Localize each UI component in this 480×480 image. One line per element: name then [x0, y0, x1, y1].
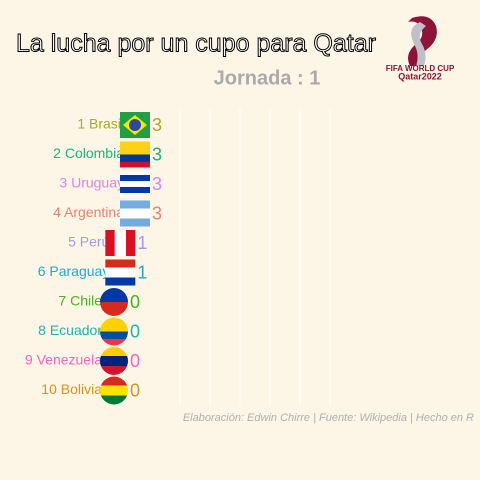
flag-stripe [100, 324, 128, 332]
chart-subtitle: Jornada : 1 [214, 67, 321, 89]
bar [120, 171, 150, 197]
caption: Elaboración: Edwin Chirre | Fuente: Wiki… [183, 412, 474, 424]
category-label: 3 Uruguay [59, 175, 124, 191]
flag-stripe [120, 154, 150, 163]
bar [105, 230, 136, 256]
flag-stripe [100, 376, 128, 386]
flag-stripe [105, 267, 136, 278]
value-label: 3 [152, 144, 162, 164]
category-label: 5 Perú [68, 234, 109, 250]
flag-stripe [120, 218, 150, 227]
bar [120, 141, 150, 168]
flag-stripe [100, 317, 128, 325]
flag-stripe [114, 230, 127, 256]
flag-stripe [100, 339, 128, 346]
chart-title: La lucha por un cupo para Qatar [16, 30, 376, 58]
flag-stripe [100, 331, 128, 340]
value-label: 0 [130, 380, 140, 400]
value-label: 1 [137, 233, 147, 253]
flag-stripe [100, 366, 128, 375]
category-label: 1 Brasil [77, 116, 124, 132]
flag-stripe [100, 356, 128, 367]
flag-stripe [120, 200, 150, 209]
flag-stripe [120, 187, 150, 194]
category-label: 4 Argentina [53, 204, 124, 220]
category-label: 2 Colombia [53, 145, 124, 161]
category-label: 6 Paraguay [38, 263, 110, 279]
flag-stripe [100, 385, 128, 396]
bar [100, 376, 128, 405]
category-label: 10 Bolivia [41, 381, 102, 397]
value-label: 3 [152, 115, 162, 135]
logo-text: Qatar2022 [398, 71, 442, 81]
flag-stripe [105, 277, 136, 286]
bar [100, 288, 128, 316]
value-label: 0 [130, 292, 140, 312]
flag-stripe [100, 302, 128, 316]
flag-stripe [120, 193, 150, 197]
flag-stripe [120, 171, 150, 176]
bar [100, 347, 128, 375]
flag-stripe [100, 347, 128, 357]
bar [105, 259, 136, 286]
logo [408, 16, 437, 66]
value-label: 1 [137, 262, 147, 282]
bar [120, 200, 150, 227]
flag-stripe [126, 230, 136, 256]
flag-stripe [120, 175, 150, 182]
value-label: 0 [130, 351, 140, 371]
flag-globe [129, 119, 141, 131]
bar [100, 317, 128, 346]
value-label: 3 [152, 174, 162, 194]
category-label: 7 Chile [58, 293, 102, 309]
grid-decoration [179, 108, 331, 405]
bar [120, 112, 150, 138]
flag-stripe [100, 395, 128, 405]
category-label: 9 Venezuela [25, 352, 102, 368]
flag-stripe [120, 141, 150, 148]
category-label: 8 Ecuador [38, 322, 102, 338]
value-label: 3 [152, 203, 162, 223]
flag-stripe [120, 181, 150, 188]
flag-stripe [120, 208, 150, 219]
logo-text: FIFA WORLD CUP [386, 64, 455, 73]
value-label: 0 [130, 321, 140, 341]
flag-stripe [120, 162, 150, 168]
flag-stripe [105, 259, 136, 268]
flag-stripe [105, 230, 116, 256]
flag-stripe [120, 147, 150, 155]
flag-stripe [100, 288, 128, 303]
